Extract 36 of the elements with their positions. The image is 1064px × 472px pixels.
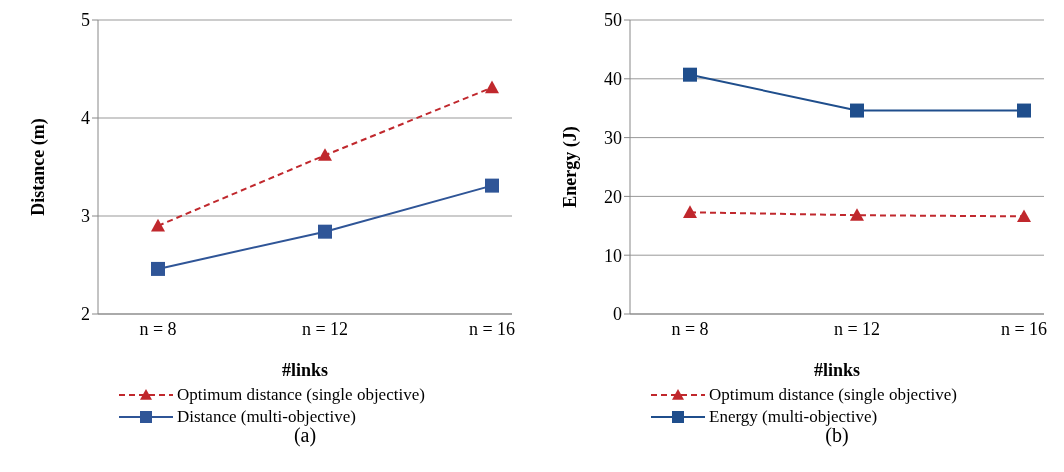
point bbox=[850, 208, 864, 221]
legend-label: Optimum distance (single objective) bbox=[177, 385, 425, 405]
point bbox=[318, 148, 332, 161]
point bbox=[1017, 103, 1031, 118]
legend-label: Distance (multi-objective) bbox=[177, 407, 356, 427]
x-tick-label: n = 8 bbox=[139, 318, 177, 339]
y-tick-label: 10 bbox=[604, 245, 622, 266]
point bbox=[683, 205, 697, 218]
x-tick-label: n = 16 bbox=[468, 318, 516, 339]
point bbox=[1017, 209, 1031, 222]
legend-label: Energy (multi-objective) bbox=[709, 407, 878, 427]
y-tick-label: 50 bbox=[604, 10, 622, 31]
point bbox=[850, 103, 864, 118]
y-axis-title: Energy (J) bbox=[560, 126, 582, 208]
point bbox=[683, 67, 697, 82]
y-axis-title: Distance (m) bbox=[28, 118, 50, 216]
point bbox=[318, 224, 332, 239]
y-tick-label: 30 bbox=[604, 127, 622, 148]
x-tick-label: n = 12 bbox=[833, 318, 881, 339]
y-tick-label: 0 bbox=[613, 304, 622, 325]
y-tick-label: 20 bbox=[604, 186, 622, 207]
point bbox=[151, 261, 165, 276]
y-tick-label: 2 bbox=[81, 304, 90, 325]
x-tick-label: n = 8 bbox=[671, 318, 709, 339]
x-axis-title: #links bbox=[813, 360, 861, 380]
x-axis-title: #links bbox=[281, 360, 329, 380]
point bbox=[485, 80, 499, 94]
y-tick-label: 3 bbox=[81, 206, 90, 227]
legend-label: Optimum distance (single objective) bbox=[709, 385, 957, 405]
y-tick-label: 5 bbox=[81, 10, 90, 31]
y-tick-label: 4 bbox=[81, 108, 90, 129]
point bbox=[485, 178, 499, 193]
x-tick-label: n = 16 bbox=[1000, 318, 1048, 339]
point bbox=[151, 218, 165, 232]
x-tick-label: n = 12 bbox=[301, 318, 349, 339]
y-tick-label: 40 bbox=[604, 69, 622, 90]
